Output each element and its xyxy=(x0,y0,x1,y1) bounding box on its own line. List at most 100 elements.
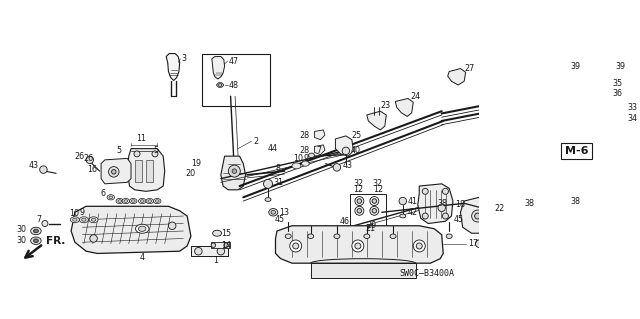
Ellipse shape xyxy=(308,153,314,158)
Text: 32: 32 xyxy=(373,179,383,188)
Ellipse shape xyxy=(567,95,574,101)
Circle shape xyxy=(211,243,216,248)
Text: 10: 10 xyxy=(294,154,303,163)
Ellipse shape xyxy=(42,220,48,226)
Text: 41: 41 xyxy=(408,197,418,205)
Ellipse shape xyxy=(138,226,146,231)
Text: 47: 47 xyxy=(228,56,239,65)
Ellipse shape xyxy=(588,68,595,72)
Circle shape xyxy=(264,179,273,188)
Circle shape xyxy=(355,197,364,205)
Text: 9: 9 xyxy=(303,154,308,163)
Ellipse shape xyxy=(611,106,617,109)
Circle shape xyxy=(475,213,481,219)
Circle shape xyxy=(90,235,97,242)
Ellipse shape xyxy=(364,234,370,239)
Ellipse shape xyxy=(596,92,602,96)
Text: 40: 40 xyxy=(350,146,360,155)
Circle shape xyxy=(35,229,37,233)
Text: 7: 7 xyxy=(36,215,41,224)
Text: 28: 28 xyxy=(299,131,309,140)
Text: 42: 42 xyxy=(408,208,418,217)
Text: 15: 15 xyxy=(221,229,231,238)
Ellipse shape xyxy=(89,217,98,223)
Polygon shape xyxy=(216,83,224,87)
Text: 25: 25 xyxy=(352,131,362,140)
Ellipse shape xyxy=(129,198,137,204)
Ellipse shape xyxy=(79,217,88,223)
Circle shape xyxy=(232,169,237,173)
Circle shape xyxy=(228,165,240,177)
Circle shape xyxy=(357,209,362,213)
Text: 46: 46 xyxy=(339,217,349,226)
Ellipse shape xyxy=(285,234,291,239)
Bar xyxy=(135,160,142,182)
Circle shape xyxy=(516,205,524,212)
Circle shape xyxy=(35,239,37,242)
Text: 38: 38 xyxy=(437,199,447,208)
Text: 38: 38 xyxy=(570,197,580,205)
Bar xyxy=(350,194,387,235)
Text: 44: 44 xyxy=(268,144,278,153)
Circle shape xyxy=(111,170,116,174)
Text: FR.: FR. xyxy=(47,236,66,246)
Circle shape xyxy=(472,210,484,222)
Text: 21: 21 xyxy=(365,224,376,233)
Text: 1: 1 xyxy=(213,256,218,265)
Text: 38: 38 xyxy=(524,199,534,208)
Ellipse shape xyxy=(271,211,275,214)
Ellipse shape xyxy=(31,227,41,235)
Ellipse shape xyxy=(31,237,41,244)
Polygon shape xyxy=(396,99,413,116)
Ellipse shape xyxy=(156,200,159,202)
Text: 20: 20 xyxy=(186,169,196,178)
Ellipse shape xyxy=(446,234,452,239)
Circle shape xyxy=(292,243,299,249)
Ellipse shape xyxy=(566,70,572,73)
Bar xyxy=(310,263,415,278)
Circle shape xyxy=(442,213,449,219)
Circle shape xyxy=(561,201,569,209)
Ellipse shape xyxy=(140,200,144,202)
Text: 2: 2 xyxy=(253,137,258,146)
Text: 13: 13 xyxy=(279,208,289,217)
Ellipse shape xyxy=(72,218,77,221)
Polygon shape xyxy=(212,56,225,79)
Circle shape xyxy=(333,164,340,171)
Ellipse shape xyxy=(92,218,96,221)
Polygon shape xyxy=(101,158,131,184)
Text: 43: 43 xyxy=(343,161,353,170)
Ellipse shape xyxy=(265,198,271,201)
Ellipse shape xyxy=(400,214,406,218)
Ellipse shape xyxy=(33,229,38,233)
Circle shape xyxy=(422,188,428,194)
Circle shape xyxy=(438,204,445,211)
Text: 43: 43 xyxy=(29,161,39,170)
Text: 9: 9 xyxy=(79,208,84,217)
Circle shape xyxy=(416,243,422,249)
Text: M-6: M-6 xyxy=(564,146,588,156)
Ellipse shape xyxy=(138,198,146,204)
Ellipse shape xyxy=(118,200,122,202)
Ellipse shape xyxy=(596,70,602,73)
Circle shape xyxy=(357,199,362,203)
Text: 10: 10 xyxy=(69,209,79,218)
Polygon shape xyxy=(221,156,246,190)
Circle shape xyxy=(372,199,376,203)
Polygon shape xyxy=(335,136,353,156)
Ellipse shape xyxy=(107,195,115,200)
Polygon shape xyxy=(71,206,191,254)
Ellipse shape xyxy=(567,87,574,93)
Text: 16: 16 xyxy=(87,165,97,174)
Text: 17: 17 xyxy=(468,239,478,248)
Circle shape xyxy=(168,222,176,229)
Circle shape xyxy=(152,151,158,157)
Text: 39: 39 xyxy=(570,62,580,71)
Ellipse shape xyxy=(596,82,602,85)
Circle shape xyxy=(217,248,225,255)
Circle shape xyxy=(86,156,93,164)
Text: 39: 39 xyxy=(616,62,625,71)
Text: 24: 24 xyxy=(410,92,420,101)
Text: 3: 3 xyxy=(181,54,186,63)
Circle shape xyxy=(476,240,483,248)
